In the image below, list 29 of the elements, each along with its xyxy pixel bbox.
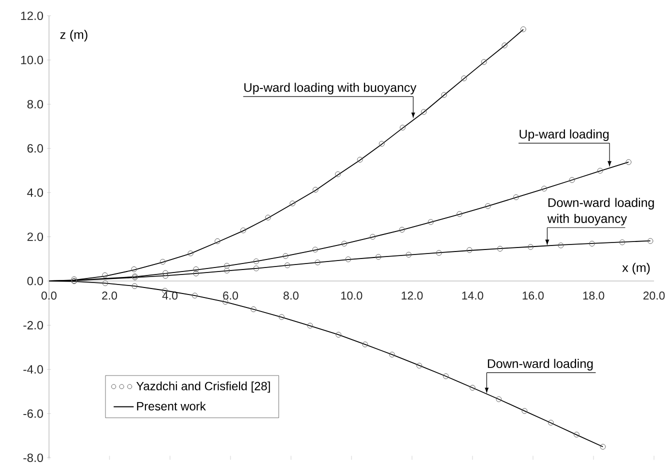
x-axis-title: x (m) (622, 262, 650, 274)
y-tick-label: 4.0 (27, 188, 44, 197)
x-tick-label: 18.0 (583, 292, 604, 300)
annotation: Down-ward loading (488, 358, 593, 371)
x-tick-label: 6.0 (223, 292, 238, 300)
x-tick-label: 16.0 (522, 292, 544, 300)
y-tick-label: 10.0 (21, 56, 44, 64)
x-tick-label: 2.0 (102, 292, 118, 300)
y-tick-label: -6.0 (23, 409, 44, 418)
y-tick-label: 0.0 (27, 276, 44, 286)
x-tick-label: 0.0 (41, 292, 57, 300)
y-tick-label: -2.0 (23, 320, 44, 330)
x-tick-label: 8.0 (284, 292, 299, 300)
legend-label: Yazdchi and Crisfield [28] (136, 382, 270, 393)
y-tick-label: 6.0 (27, 144, 44, 153)
x-tick-label: 20.0 (643, 292, 665, 300)
y-tick-label: 12.0 (21, 12, 44, 20)
x-tick-label: 12.0 (402, 292, 423, 300)
x-tick-label: 10.0 (341, 292, 362, 300)
annotation: Down-ward loading with buoyancy (547, 198, 654, 226)
y-tick-label: -4.0 (23, 365, 44, 374)
annotation: Up-ward loading (520, 129, 609, 141)
annotation: Up-ward loading with buoyancy (244, 82, 416, 94)
legend-label: Present work (137, 402, 206, 410)
y-tick-label: 8.0 (27, 100, 44, 108)
y-tick-label: 2.0 (27, 232, 44, 242)
y-axis-title: z (m) (60, 30, 88, 42)
x-tick-label: 14.0 (462, 292, 484, 300)
y-tick-label: -8.0 (23, 454, 44, 462)
